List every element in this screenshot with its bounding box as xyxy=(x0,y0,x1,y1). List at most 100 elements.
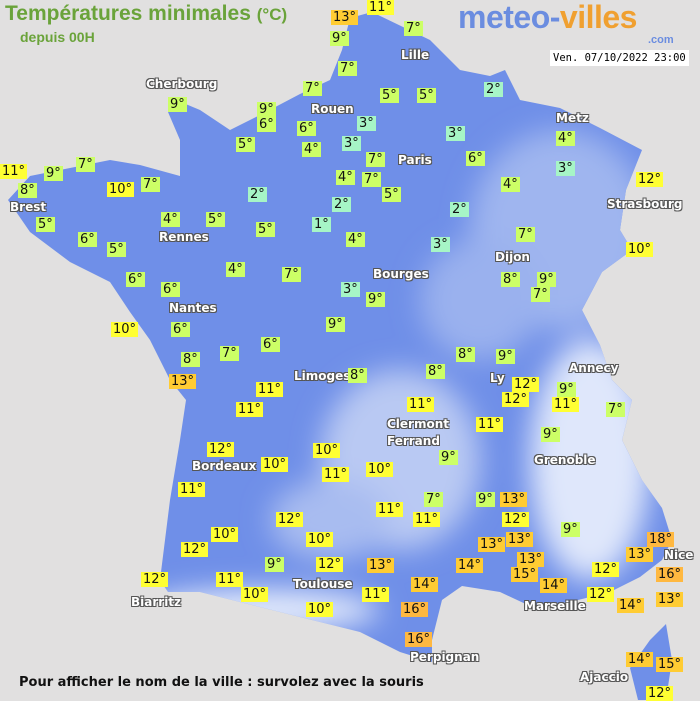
temperature-label[interactable]: 10° xyxy=(261,457,289,472)
temperature-label[interactable]: 10° xyxy=(111,322,139,337)
temperature-label[interactable]: 8° xyxy=(18,183,37,198)
temperature-label[interactable]: 12° xyxy=(141,572,169,587)
temperature-label[interactable]: 13° xyxy=(500,492,528,507)
temperature-label[interactable]: 16° xyxy=(405,632,433,647)
temperature-label[interactable]: 5° xyxy=(206,212,225,227)
temperature-label[interactable]: 7° xyxy=(76,157,95,172)
temperature-label[interactable]: 9° xyxy=(476,492,495,507)
temperature-label[interactable]: 16° xyxy=(656,567,684,582)
temperature-label[interactable]: 11° xyxy=(236,402,264,417)
temperature-label[interactable]: 8° xyxy=(426,364,445,379)
temperature-label[interactable]: 7° xyxy=(404,21,423,36)
temperature-label[interactable]: 7° xyxy=(531,287,550,302)
temperature-label[interactable]: 11° xyxy=(476,417,504,432)
temperature-label[interactable]: 5° xyxy=(236,137,255,152)
temperature-label[interactable]: 14° xyxy=(456,558,484,573)
temperature-label[interactable]: 2° xyxy=(450,202,469,217)
temperature-label[interactable]: 5° xyxy=(382,187,401,202)
temperature-label[interactable]: 7° xyxy=(362,172,381,187)
temperature-label[interactable]: 6° xyxy=(257,117,276,132)
temperature-label[interactable]: 13° xyxy=(506,532,534,547)
temperature-label[interactable]: 13° xyxy=(626,547,654,562)
temperature-label[interactable]: 14° xyxy=(626,652,654,667)
temperature-label[interactable]: 11° xyxy=(552,397,580,412)
temperature-label[interactable]: 13° xyxy=(517,552,545,567)
temperature-label[interactable]: 5° xyxy=(36,217,55,232)
temperature-label[interactable]: 9° xyxy=(265,557,284,572)
temperature-label[interactable]: 9° xyxy=(168,97,187,112)
temperature-label[interactable]: 11° xyxy=(256,382,284,397)
temperature-label[interactable]: 9° xyxy=(557,382,576,397)
temperature-label[interactable]: 3° xyxy=(556,161,575,176)
temperature-label[interactable]: 7° xyxy=(424,492,443,507)
temperature-label[interactable]: 10° xyxy=(306,532,334,547)
temperature-label[interactable]: 13° xyxy=(367,558,395,573)
temperature-label[interactable]: 5° xyxy=(380,88,399,103)
temperature-label[interactable]: 8° xyxy=(456,347,475,362)
temperature-label[interactable]: 7° xyxy=(220,346,239,361)
temperature-label[interactable]: 11° xyxy=(407,397,435,412)
temperature-label[interactable]: 7° xyxy=(516,227,535,242)
temperature-label[interactable]: 3° xyxy=(341,282,360,297)
temperature-label[interactable]: 3° xyxy=(431,237,450,252)
meteo-villes-logo[interactable]: meteo-villes xyxy=(458,0,637,34)
temperature-label[interactable]: 6° xyxy=(466,151,485,166)
temperature-label[interactable]: 10° xyxy=(366,462,394,477)
temperature-label[interactable]: 6° xyxy=(297,121,316,136)
temperature-label[interactable]: 4° xyxy=(346,232,365,247)
temperature-label[interactable]: 13° xyxy=(656,592,684,607)
temperature-label[interactable]: 11° xyxy=(0,164,28,179)
temperature-label[interactable]: 4° xyxy=(302,142,321,157)
temperature-label[interactable]: 5° xyxy=(256,222,275,237)
temperature-label[interactable]: 13° xyxy=(331,10,359,25)
temperature-label[interactable]: 6° xyxy=(261,337,280,352)
temperature-label[interactable]: 12° xyxy=(316,557,344,572)
temperature-label[interactable]: 9° xyxy=(537,272,556,287)
temperature-label[interactable]: 3° xyxy=(357,116,376,131)
temperature-label[interactable]: 4° xyxy=(336,170,355,185)
temperature-label[interactable]: 12° xyxy=(502,392,530,407)
temperature-label[interactable]: 7° xyxy=(282,267,301,282)
temperature-label[interactable]: 11° xyxy=(367,0,395,15)
temperature-label[interactable]: 9° xyxy=(257,102,276,117)
temperature-label[interactable]: 7° xyxy=(303,81,322,96)
temperature-label[interactable]: 9° xyxy=(326,317,345,332)
temperature-label[interactable]: 6° xyxy=(171,322,190,337)
temperature-label[interactable]: 6° xyxy=(78,232,97,247)
temperature-label[interactable]: 7° xyxy=(141,177,160,192)
temperature-label[interactable]: 8° xyxy=(181,352,200,367)
temperature-label[interactable]: 8° xyxy=(501,272,520,287)
temperature-label[interactable]: 7° xyxy=(606,402,625,417)
temperature-label[interactable]: 18° xyxy=(647,532,675,547)
temperature-label[interactable]: 2° xyxy=(332,197,351,212)
temperature-label[interactable]: 10° xyxy=(313,443,341,458)
temperature-label[interactable]: 7° xyxy=(338,61,357,76)
temperature-label[interactable]: 4° xyxy=(556,131,575,146)
temperature-label[interactable]: 10° xyxy=(211,527,239,542)
temperature-label[interactable]: 12° xyxy=(587,587,615,602)
temperature-label[interactable]: 12° xyxy=(207,442,235,457)
temperature-label[interactable]: 9° xyxy=(561,522,580,537)
temperature-label[interactable]: 13° xyxy=(478,537,506,552)
temperature-label[interactable]: 11° xyxy=(216,572,244,587)
temperature-label[interactable]: 14° xyxy=(411,577,439,592)
temperature-label[interactable]: 9° xyxy=(366,292,385,307)
temperature-label[interactable]: 11° xyxy=(376,502,404,517)
temperature-label[interactable]: 12° xyxy=(646,686,674,701)
temperature-label[interactable]: 5° xyxy=(417,88,436,103)
temperature-label[interactable]: 2° xyxy=(248,187,267,202)
temperature-label[interactable]: 10° xyxy=(107,182,135,197)
temperature-label[interactable]: 8° xyxy=(348,368,367,383)
temperature-label[interactable]: 4° xyxy=(226,262,245,277)
temperature-label[interactable]: 10° xyxy=(241,587,269,602)
temperature-label[interactable]: 7° xyxy=(366,152,385,167)
temperature-label[interactable]: 9° xyxy=(330,31,349,46)
temperature-label[interactable]: 12° xyxy=(636,172,664,187)
temperature-label[interactable]: 5° xyxy=(107,242,126,257)
temperature-label[interactable]: 6° xyxy=(126,272,145,287)
temperature-label[interactable]: 2° xyxy=(484,82,503,97)
temperature-label[interactable]: 11° xyxy=(413,512,441,527)
temperature-label[interactable]: 15° xyxy=(656,657,684,672)
temperature-label[interactable]: 9° xyxy=(439,450,458,465)
temperature-label[interactable]: 4° xyxy=(161,212,180,227)
